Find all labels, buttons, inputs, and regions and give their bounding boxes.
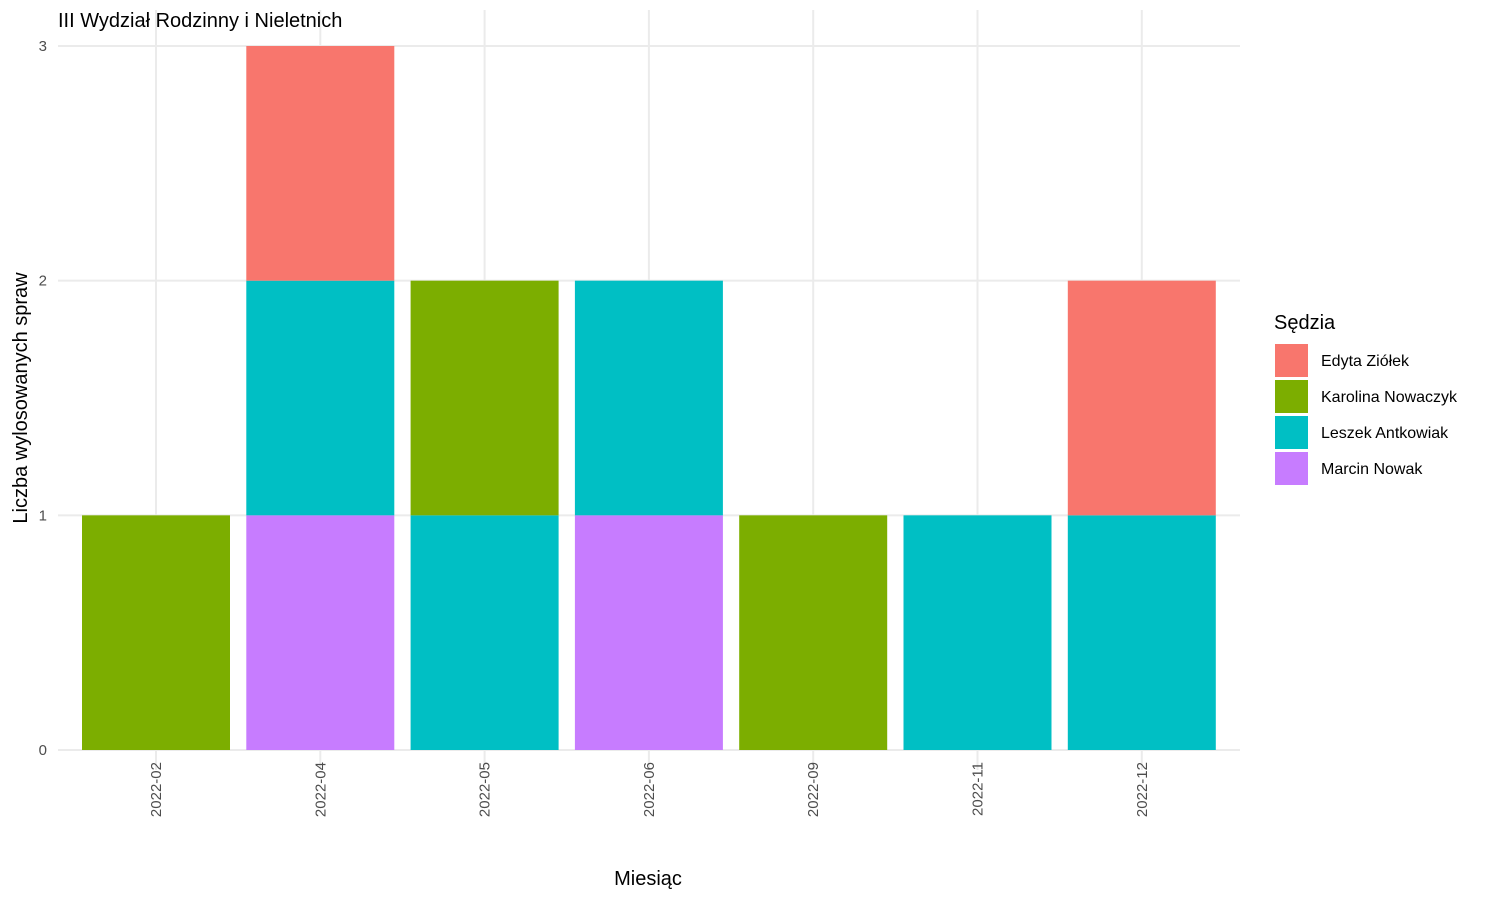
bar-segment [246,515,395,750]
x-tick-label: 2022-12 [1134,762,1151,817]
legend-swatch [1275,416,1308,449]
bar-segment [574,280,723,516]
bar-segment [739,515,888,750]
legend-swatch [1275,344,1308,377]
y-axis-title: Liczba wylosowanych spraw [10,272,32,524]
y-tick-labels: 0 1 2 3 [39,38,47,759]
legend-swatch [1275,380,1308,413]
x-tick-label: 2022-09 [805,762,822,817]
x-tick-label: 2022-02 [148,762,165,817]
legend-items: Edyta Ziółek Karolina Nowaczyk Leszek Antk… [1275,344,1458,485]
legend-label: Marcin Nowak [1321,461,1423,478]
x-axis-title: Miesiąc [614,868,682,890]
bar-segment [574,515,723,750]
legend: Sędzia Edyta Ziółek Karolina Nowaczyk Lesz… [1274,312,1458,485]
legend-label: Edyta Ziółek [1321,353,1410,370]
y-tick-label: 3 [39,38,47,55]
y-tick-label: 1 [39,507,47,524]
bars [82,46,1216,750]
bar-segment [903,515,1052,750]
y-tick-label: 2 [39,273,47,290]
x-tick-label: 2022-04 [312,762,329,817]
chart-title: III Wydział Rodzinny i Nieletnich [58,10,342,32]
bar-segment [246,280,395,516]
bar-segment [1067,515,1216,750]
bar-segment [246,46,395,281]
x-tick-label: 2022-11 [970,762,987,816]
x-tick-label: 2022-05 [477,762,494,817]
legend-label: Karolina Nowaczyk [1321,389,1458,406]
legend-title: Sędzia [1274,312,1336,334]
bar-segment [1067,280,1216,516]
bar-segment [410,280,559,516]
x-tick-labels: 2022-02 2022-04 2022-05 2022-06 2022-09 2022-… [148,762,1151,817]
legend-label: Leszek Antkowiak [1321,425,1449,442]
x-tick-label: 2022-06 [641,762,658,817]
y-tick-label: 0 [39,742,47,759]
legend-swatch [1275,452,1308,485]
bar-segment [82,515,230,750]
bar-segment [410,515,559,750]
